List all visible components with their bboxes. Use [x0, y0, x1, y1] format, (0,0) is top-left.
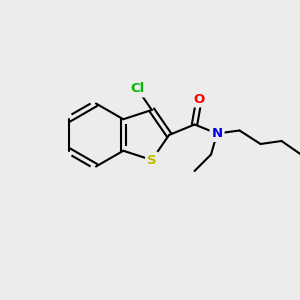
Text: Cl: Cl	[130, 82, 145, 95]
Text: S: S	[147, 154, 157, 166]
Text: O: O	[194, 92, 205, 106]
Text: N: N	[212, 127, 223, 140]
